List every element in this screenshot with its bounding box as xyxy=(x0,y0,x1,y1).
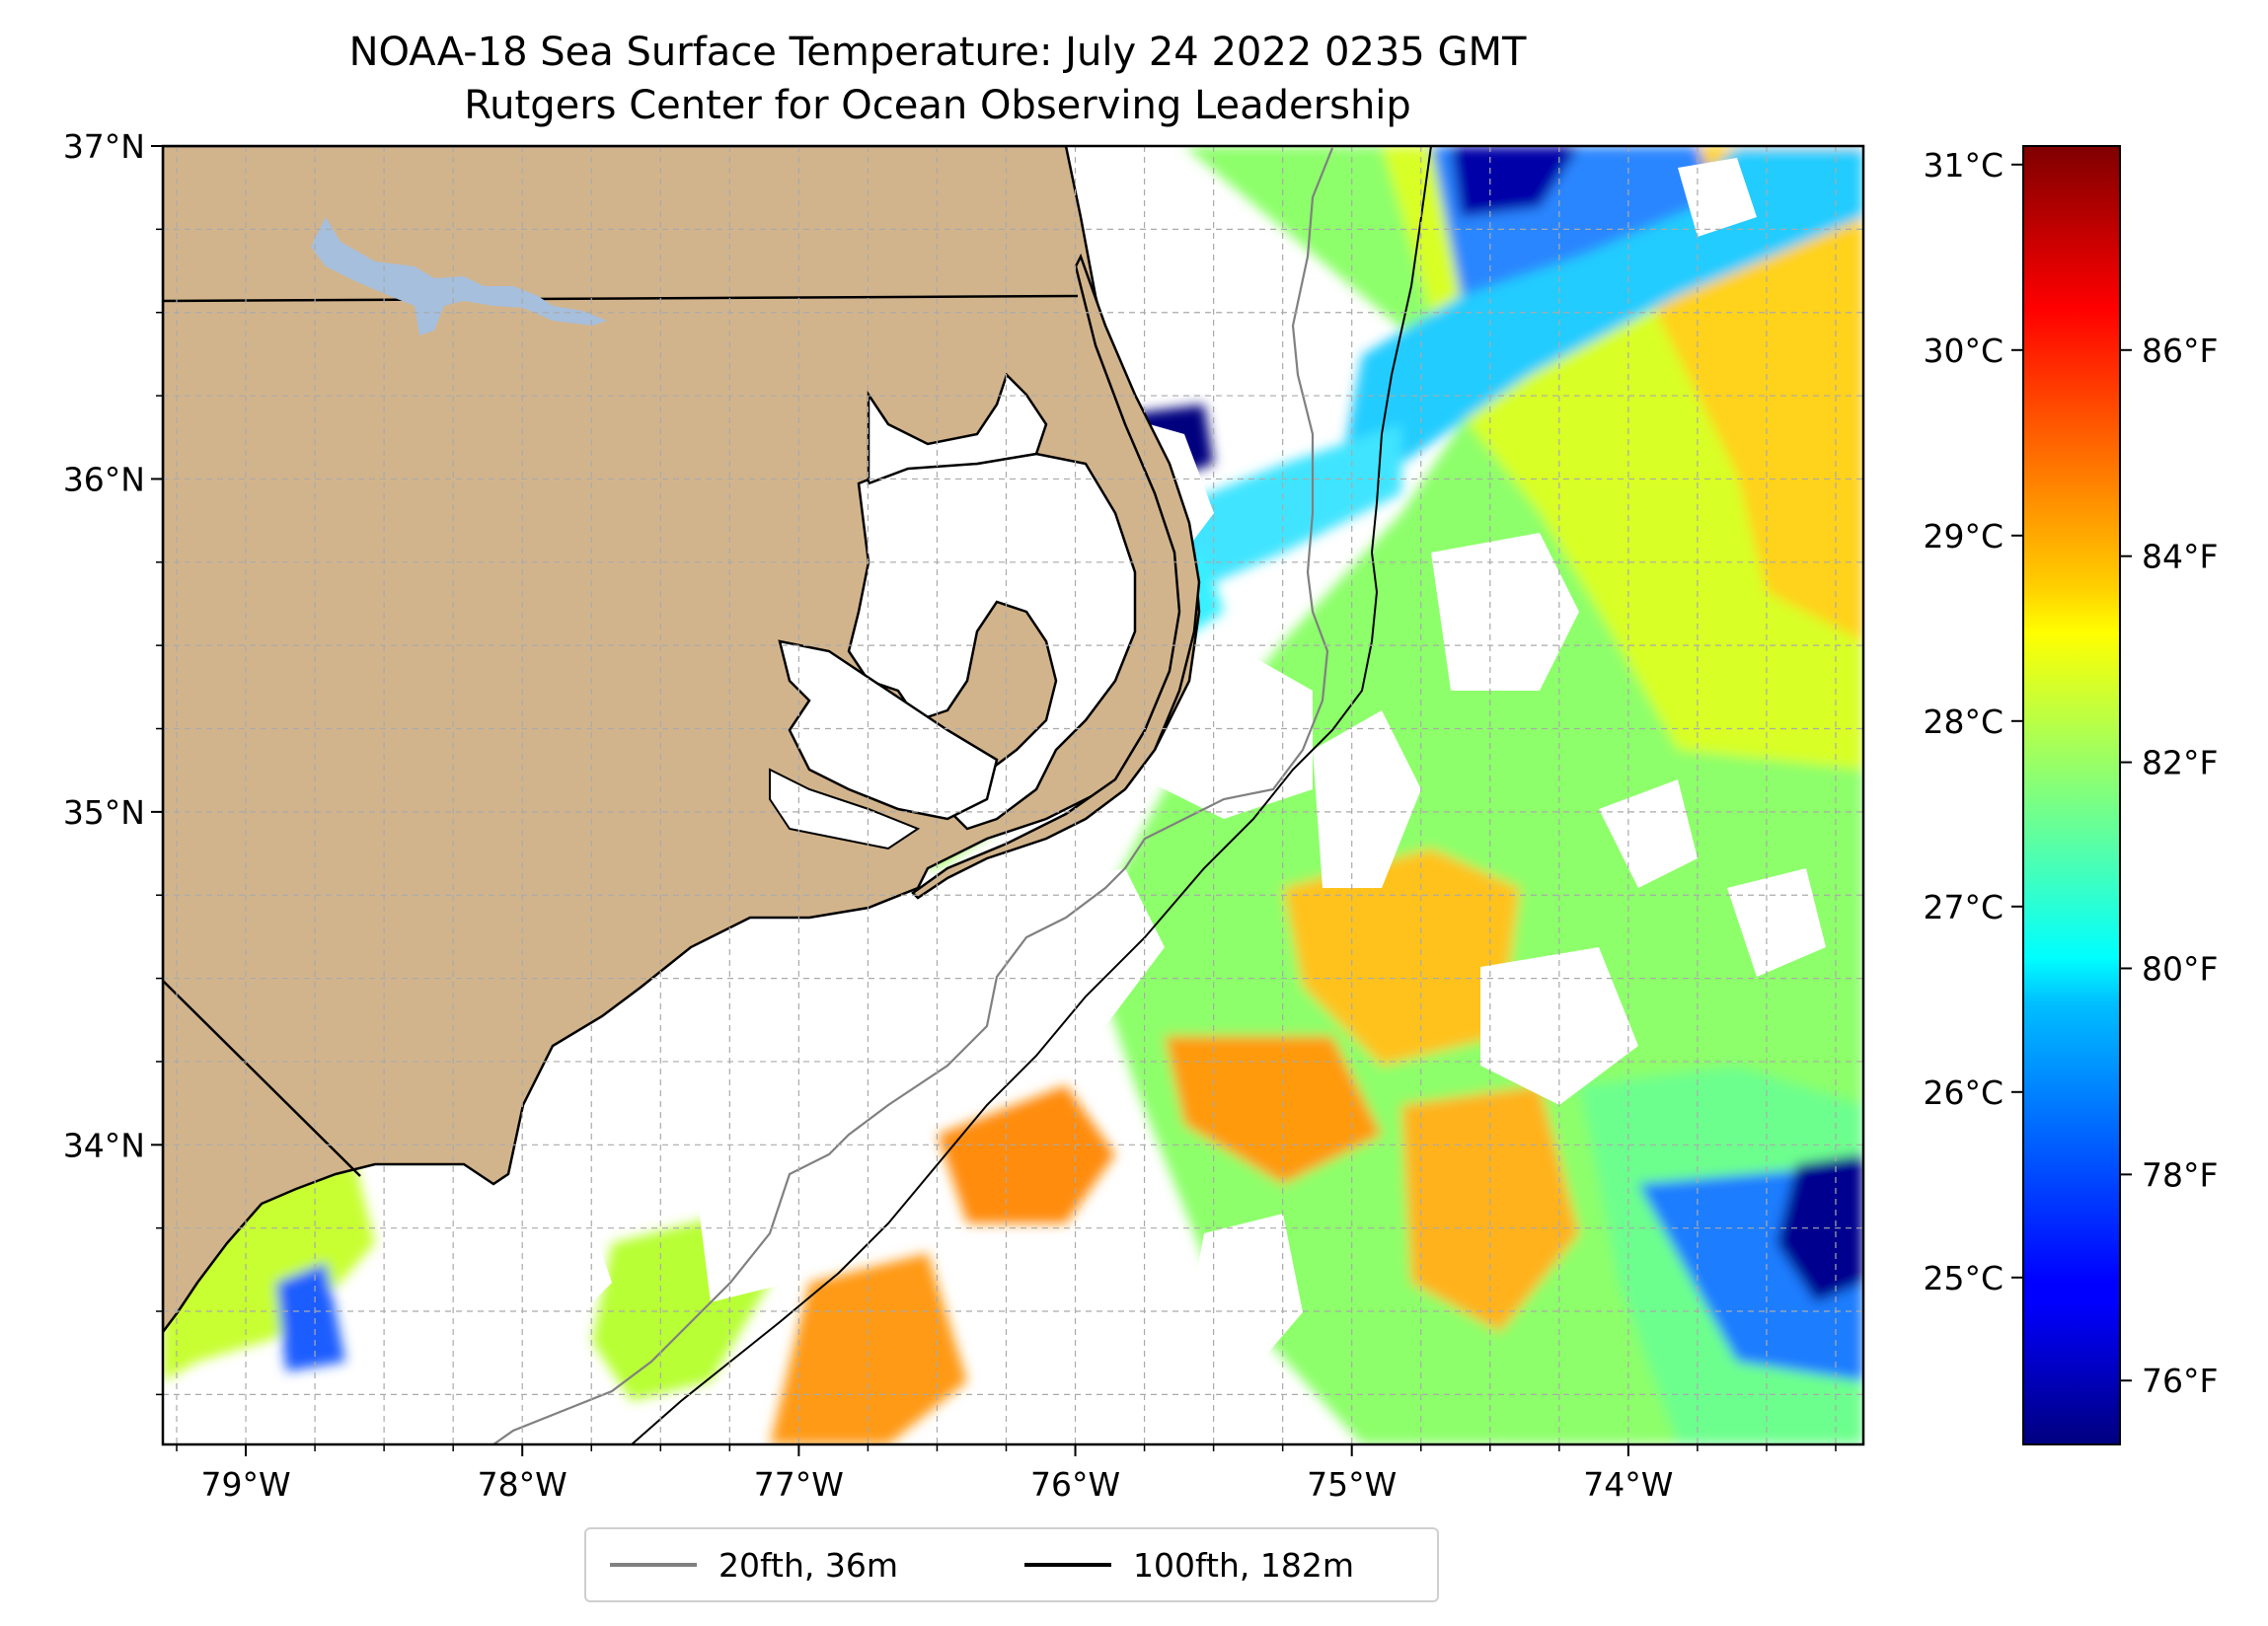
celsius-tick-label: 30°C xyxy=(1923,332,2003,370)
sst-field xyxy=(163,146,1863,1444)
lat-ticks: 37°N 36°N 35°N 34°N xyxy=(63,127,163,1396)
fahrenheit-tick-label: 82°F xyxy=(2142,744,2218,782)
legend-item-20fth: 20fth, 36m xyxy=(610,1529,898,1600)
fahrenheit-tick-label: 80°F xyxy=(2142,949,2218,988)
lon-tick-label: 78°W xyxy=(478,1465,567,1504)
lon-tick-label: 76°W xyxy=(1030,1465,1120,1504)
lon-tick-label: 79°W xyxy=(200,1465,290,1504)
southern-sound xyxy=(769,768,921,850)
legend-swatch-100fth xyxy=(1024,1563,1111,1567)
celsius-tick-label: 31°C xyxy=(1923,146,2003,185)
fahrenheit-tick-label: 76°F xyxy=(2142,1362,2218,1400)
lon-tick-label: 77°W xyxy=(754,1465,844,1504)
map-area xyxy=(163,146,1863,1444)
legend-label-100fth: 100fth, 182m xyxy=(1133,1545,1354,1585)
albemarle-sound xyxy=(867,372,1048,485)
lat-tick-label: 37°N xyxy=(63,127,145,166)
fahrenheit-tick-label: 86°F xyxy=(2142,332,2218,370)
gridlines xyxy=(163,146,1863,1444)
celsius-tick-label: 27°C xyxy=(1923,888,2003,926)
lat-tick-label: 35°N xyxy=(63,793,145,832)
celsius-tick-label: 28°C xyxy=(1923,702,2003,741)
legend-label-20fth: 20fth, 36m xyxy=(718,1545,898,1585)
legend-item-100fth: 100fth, 182m xyxy=(1024,1529,1354,1600)
fahrenheit-tick-label: 84°F xyxy=(2142,538,2218,576)
lon-tick-label: 75°W xyxy=(1307,1465,1397,1504)
map-title: NOAA-18 Sea Surface Temperature: July 24… xyxy=(348,30,1527,75)
map-subtitle: Rutgers Center for Ocean Observing Leade… xyxy=(464,83,1411,128)
isobath-legend: 20fth, 36m 100fth, 182m xyxy=(584,1527,1439,1602)
colorbar xyxy=(2023,146,2120,1444)
colorbar-fahrenheit-ticks: 86°F 84°F 82°F 80°F 78°F 76°F xyxy=(2120,332,2218,1400)
isobath-20fth xyxy=(492,147,1334,1444)
colorbar-celsius-ticks: 31°C 30°C 29°C 28°C 27°C 26°C 25°C xyxy=(1923,146,2023,1297)
celsius-tick-label: 29°C xyxy=(1923,517,2003,555)
colorbar-frame xyxy=(2022,145,2121,1445)
lake xyxy=(311,217,607,335)
map-frame xyxy=(161,144,1865,1446)
lat-tick-label: 34°N xyxy=(63,1126,145,1164)
lat-tick-label: 36°N xyxy=(63,460,145,498)
celsius-tick-label: 26°C xyxy=(1923,1073,2003,1112)
nc-sc-border xyxy=(163,980,361,1177)
lon-tick-label: 74°W xyxy=(1583,1465,1673,1504)
neuse-estuary xyxy=(778,639,999,821)
land xyxy=(163,146,1201,1335)
celsius-tick-label: 25°C xyxy=(1923,1259,2003,1297)
isobath-100fth xyxy=(631,146,1432,1444)
lon-ticks: 79°W 78°W 77°W 76°W 75°W 74°W xyxy=(176,1444,1837,1504)
fahrenheit-tick-label: 78°F xyxy=(2142,1155,2218,1194)
legend-swatch-20fth xyxy=(610,1563,697,1567)
